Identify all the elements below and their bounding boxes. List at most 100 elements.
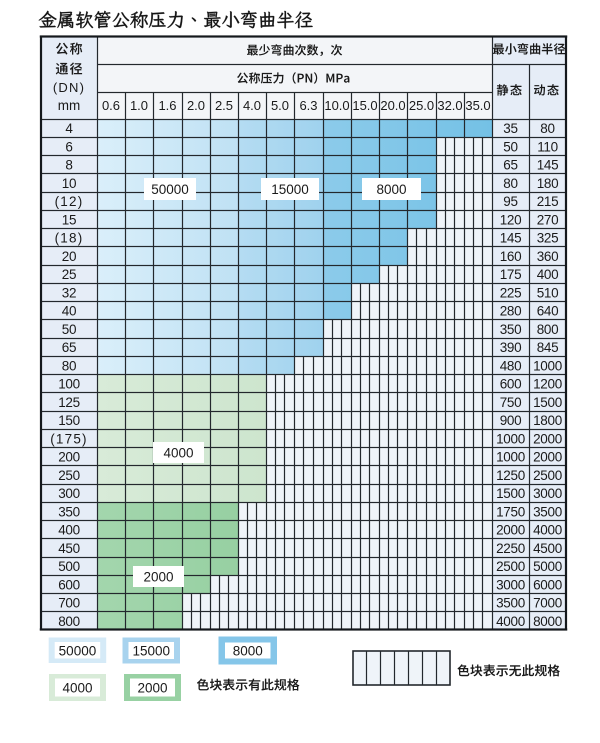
svg-text:110: 110	[537, 139, 558, 154]
svg-text:65: 65	[503, 158, 517, 173]
svg-text:2500: 2500	[533, 468, 562, 483]
svg-text:50000: 50000	[151, 182, 189, 197]
svg-text:3500: 3500	[496, 596, 525, 611]
svg-text:800: 800	[58, 614, 80, 629]
svg-text:3000: 3000	[533, 486, 562, 501]
svg-text:1800: 1800	[533, 413, 562, 428]
svg-text:1000: 1000	[496, 450, 525, 465]
svg-text:50: 50	[62, 322, 76, 337]
svg-text:0.6: 0.6	[102, 98, 120, 113]
svg-text:35: 35	[503, 121, 517, 136]
svg-text:510: 510	[537, 285, 559, 300]
svg-text:15000: 15000	[132, 644, 170, 659]
svg-text:270: 270	[537, 212, 559, 227]
svg-text:4000: 4000	[62, 681, 92, 696]
svg-text:1200: 1200	[533, 377, 562, 392]
svg-text:2.0: 2.0	[187, 98, 205, 113]
svg-text:200: 200	[58, 450, 80, 465]
svg-text:325: 325	[537, 231, 559, 246]
svg-text:1.6: 1.6	[158, 98, 176, 113]
svg-text:95: 95	[503, 194, 517, 209]
svg-text:5.0: 5.0	[271, 98, 289, 113]
svg-text:80: 80	[540, 121, 554, 136]
svg-text:1500: 1500	[496, 486, 525, 501]
svg-text:600: 600	[58, 577, 80, 592]
svg-text:25: 25	[62, 267, 76, 282]
svg-text:250: 250	[58, 468, 80, 483]
svg-text:450: 450	[58, 541, 80, 556]
svg-text:360: 360	[537, 249, 559, 264]
svg-text:5000: 5000	[533, 559, 562, 574]
svg-text:145: 145	[537, 158, 559, 173]
svg-text:32: 32	[62, 285, 76, 300]
svg-text:4.0: 4.0	[243, 98, 261, 113]
svg-text:125: 125	[58, 395, 80, 410]
svg-text:mm: mm	[58, 98, 81, 113]
svg-text:4500: 4500	[533, 541, 562, 556]
svg-text:900: 900	[500, 413, 522, 428]
svg-text:3000: 3000	[496, 577, 525, 592]
svg-text:160: 160	[500, 249, 522, 264]
svg-text:1750: 1750	[496, 504, 525, 519]
svg-text:(DN): (DN)	[53, 80, 85, 95]
svg-text:150: 150	[58, 413, 80, 428]
svg-text:80: 80	[62, 358, 76, 373]
svg-text:400: 400	[537, 267, 559, 282]
svg-text:25.0: 25.0	[409, 98, 434, 113]
svg-text:50: 50	[503, 139, 517, 154]
svg-text:1000: 1000	[533, 358, 562, 373]
svg-text:35.0: 35.0	[465, 98, 490, 113]
svg-text:4000: 4000	[163, 445, 193, 460]
svg-text:20.0: 20.0	[380, 98, 405, 113]
svg-text:100: 100	[58, 377, 80, 392]
svg-text:(12): (12)	[55, 194, 84, 209]
svg-text:(175): (175)	[50, 431, 88, 446]
svg-text:65: 65	[62, 340, 76, 355]
svg-text:350: 350	[500, 322, 522, 337]
svg-text:300: 300	[58, 486, 80, 501]
svg-text:4: 4	[65, 121, 73, 136]
svg-text:6: 6	[65, 139, 72, 154]
svg-text:480: 480	[500, 358, 522, 373]
svg-text:8000: 8000	[233, 644, 263, 659]
svg-text:640: 640	[537, 304, 559, 319]
svg-text:2000: 2000	[496, 523, 525, 538]
svg-text:1250: 1250	[496, 468, 525, 483]
svg-text:1000: 1000	[496, 431, 525, 446]
svg-text:32.0: 32.0	[437, 98, 462, 113]
svg-text:4000: 4000	[533, 523, 562, 538]
svg-text:8000: 8000	[533, 614, 562, 629]
svg-text:8: 8	[65, 158, 72, 173]
svg-text:215: 215	[537, 194, 559, 209]
svg-text:390: 390	[500, 340, 522, 355]
svg-text:10: 10	[62, 176, 76, 191]
svg-text:500: 500	[58, 559, 80, 574]
svg-text:2250: 2250	[496, 541, 525, 556]
svg-text:2000: 2000	[137, 681, 167, 696]
svg-text:15000: 15000	[271, 182, 309, 197]
svg-text:2500: 2500	[496, 559, 525, 574]
svg-text:145: 145	[500, 231, 522, 246]
svg-text:3500: 3500	[533, 504, 562, 519]
svg-text:180: 180	[537, 176, 559, 191]
svg-text:2000: 2000	[533, 431, 562, 446]
svg-text:7000: 7000	[533, 596, 562, 611]
svg-text:750: 750	[500, 395, 522, 410]
svg-text:350: 350	[58, 504, 80, 519]
svg-text:(18): (18)	[55, 231, 84, 246]
svg-text:6.3: 6.3	[299, 98, 317, 113]
svg-text:845: 845	[537, 340, 559, 355]
svg-text:2.5: 2.5	[215, 98, 233, 113]
svg-text:400: 400	[58, 523, 80, 538]
svg-text:20: 20	[62, 249, 76, 264]
svg-text:600: 600	[500, 377, 522, 392]
svg-text:700: 700	[58, 596, 80, 611]
svg-text:120: 120	[500, 212, 522, 227]
svg-text:4000: 4000	[496, 614, 525, 629]
svg-text:2000: 2000	[533, 450, 562, 465]
svg-text:40: 40	[62, 304, 76, 319]
svg-text:280: 280	[500, 304, 522, 319]
svg-text:80: 80	[503, 176, 517, 191]
svg-text:15.0: 15.0	[352, 98, 377, 113]
svg-text:2000: 2000	[143, 569, 173, 584]
